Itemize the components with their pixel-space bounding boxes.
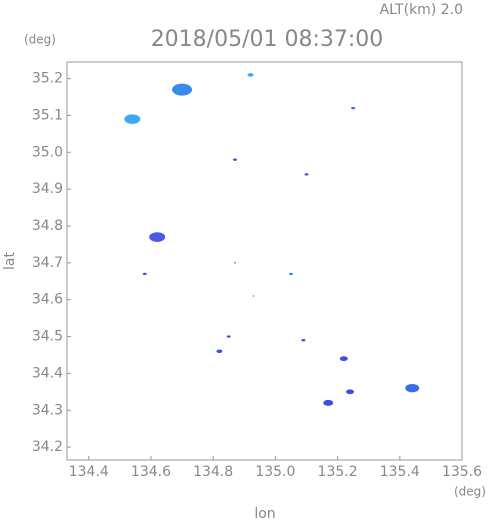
x-tick-label: 135.6 [442,464,482,480]
echo-point [346,389,355,395]
echo-point [288,272,293,276]
x-tick-label: 135.0 [255,464,295,480]
y-tick-label: 34.8 [32,218,63,234]
echo-point [252,295,255,297]
x-tick-label: 134.8 [193,464,233,480]
echo-point [226,335,231,338]
x-unit: (deg) [454,485,486,499]
subtitle: ALT(km) 2.0 [380,2,463,18]
chart-title: 2018/05/01 08:37:00 [151,27,384,52]
echo-point [216,349,223,354]
y-unit: (deg) [24,33,56,47]
echo-point [149,232,166,242]
y-tick-label: 34.2 [32,439,63,455]
echo-point [142,272,147,276]
x-tick-label: 135.4 [380,464,420,480]
echo-point [405,383,420,393]
echo-point [124,114,141,124]
y-tick-label: 34.7 [32,255,63,271]
y-tick-label: 34.9 [32,181,63,197]
echo-point [301,339,306,342]
y-tick-label: 35.2 [32,71,63,87]
echo-point [351,106,356,110]
plot-frame [66,61,463,461]
y-axis-label: lat [2,252,18,270]
echo-point [233,262,236,264]
y-tick-label: 34.3 [32,402,63,418]
x-tick-label: 135.2 [318,464,358,480]
x-tick-label: 134.6 [131,464,171,480]
y-tick-label: 34.4 [32,365,63,381]
echo-point [247,73,254,77]
echo-point [323,399,334,406]
echo-point [304,173,309,176]
echo-point [339,356,348,362]
y-tick-label: 35.0 [32,144,63,160]
y-tick-label: 34.6 [32,292,63,308]
y-tick-label: 34.5 [32,329,63,345]
echo-point [232,158,237,161]
y-tick-label: 35.1 [32,107,63,123]
echo-point [172,83,193,96]
x-tick-label: 134.4 [69,464,109,480]
x-axis-label: lon [254,506,275,521]
